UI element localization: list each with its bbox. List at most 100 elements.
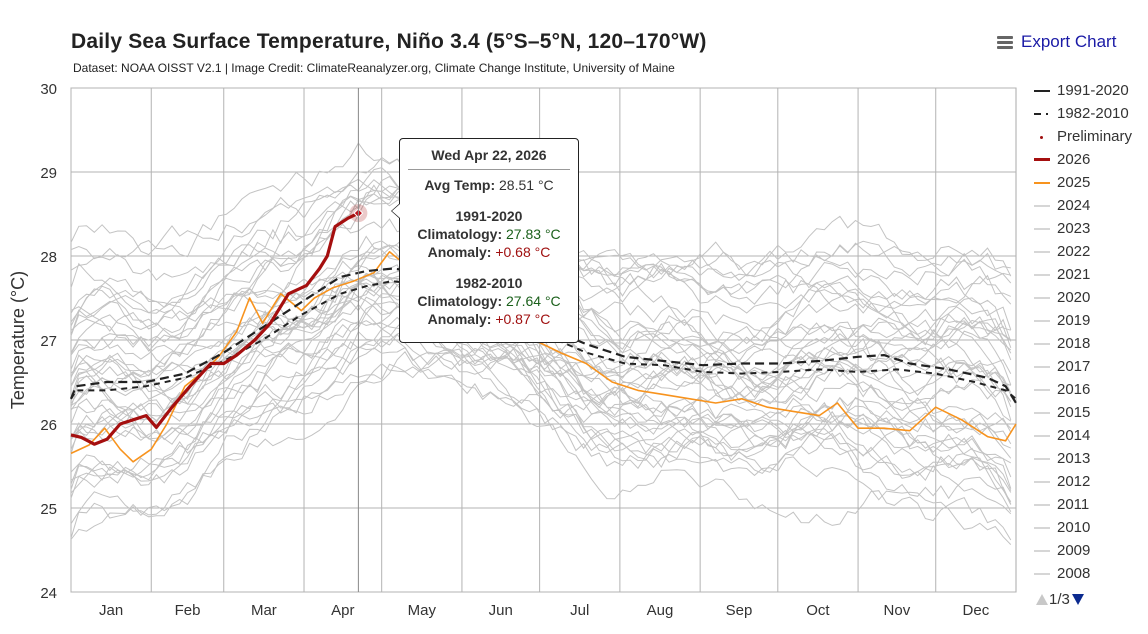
legend-page-indicator: 1/3 — [1049, 591, 1070, 608]
avg-temp-label: Avg Temp: — [424, 177, 496, 193]
x-tick-label: Sep — [726, 602, 753, 619]
year-line-1990 — [70, 296, 1012, 449]
legend-item-2019[interactable]: 2019 — [1034, 309, 1146, 332]
legend-label: 2015 — [1057, 404, 1091, 421]
x-tick-label: May — [408, 602, 437, 619]
y-axis-title: Temperature (°C) — [8, 271, 28, 409]
legend-pager: 1/3 — [1036, 591, 1084, 608]
year-line-1983 — [70, 240, 1012, 512]
clim2-value: 27.64 °C — [506, 293, 561, 309]
legend-item-2009[interactable]: 2009 — [1034, 539, 1146, 562]
legend-page-down-icon[interactable] — [1071, 594, 1084, 605]
legend-page-up-icon[interactable] — [1036, 594, 1048, 605]
legend-label: 2014 — [1057, 427, 1091, 444]
tooltip-pointer — [391, 203, 400, 219]
legend-symbol-icon — [1034, 569, 1050, 579]
clim1-row: Climatology: 27.83 °C — [400, 225, 578, 243]
legend-label: 2009 — [1057, 542, 1091, 559]
legend-label: 2016 — [1057, 381, 1091, 398]
legend-item-2011[interactable]: 2011 — [1034, 493, 1146, 516]
legend-item-2016[interactable]: 2016 — [1034, 378, 1146, 401]
legend-symbol-icon — [1034, 454, 1050, 464]
legend-item-2017[interactable]: 2017 — [1034, 355, 1146, 378]
legend-symbol-icon — [1034, 500, 1050, 510]
year-line-1984 — [70, 319, 1012, 539]
y-tick-label: 25 — [40, 501, 57, 518]
legend-label: 2018 — [1057, 335, 1091, 352]
x-tick-label: Oct — [806, 602, 830, 619]
y-tick-label: 29 — [40, 165, 57, 182]
legend-item-2023[interactable]: 2023 — [1034, 217, 1146, 240]
legend-item-preliminary[interactable]: Preliminary — [1034, 125, 1146, 148]
year-line-1987 — [70, 347, 1012, 545]
legend-label: 2010 — [1057, 519, 1091, 536]
legend-label: 2022 — [1057, 243, 1091, 260]
x-tick-label: Jul — [570, 602, 589, 619]
legend-item-2026[interactable]: 2026 — [1034, 148, 1146, 171]
clim1-title: 1991-2020 — [400, 207, 578, 225]
grid-lines — [70, 87, 1017, 593]
tooltip-date: Wed Apr 22, 2026 — [431, 147, 547, 163]
hamburger-menu-icon[interactable] — [997, 35, 1013, 49]
legend-symbol-icon — [1034, 155, 1050, 165]
legend-label: 1982-2010 — [1057, 105, 1129, 122]
clim2-title: 1982-2010 — [400, 274, 578, 292]
x-tick-label: Feb — [175, 602, 201, 619]
anom2-label: Anomaly: — [427, 311, 492, 327]
x-tick-label: Dec — [963, 602, 990, 619]
legend-item-1991-2020[interactable]: 1991-2020 — [1034, 79, 1146, 102]
legend-item-2008[interactable]: 2008 — [1034, 562, 1146, 585]
legend-symbol-icon — [1034, 270, 1050, 280]
anom1-row: Anomaly: +0.68 °C — [400, 243, 578, 261]
anom1-label: Anomaly: — [427, 244, 492, 260]
legend-label: 2023 — [1057, 220, 1091, 237]
x-tick-label: Apr — [331, 602, 354, 619]
legend-label: 2026 — [1057, 151, 1091, 168]
legend-symbol-icon — [1034, 546, 1050, 556]
legend-item-2021[interactable]: 2021 — [1034, 263, 1146, 286]
y-tick-label: 30 — [40, 81, 57, 98]
legend-label: 2008 — [1057, 565, 1091, 582]
chart-subtitle: Dataset: NOAA OISST V2.1 | Image Credit:… — [73, 61, 675, 75]
anom2-row: Anomaly: +0.87 °C — [400, 310, 578, 328]
legend-symbol-icon — [1034, 362, 1050, 372]
year-line-1985 — [70, 296, 1012, 445]
legend-symbol-icon — [1034, 178, 1050, 188]
legend-label: Preliminary — [1057, 128, 1133, 145]
legend-symbol-icon — [1034, 408, 1050, 418]
year-line-2015 — [70, 297, 1011, 540]
legend-item-1982-2010[interactable]: 1982-2010 — [1034, 102, 1146, 125]
export-chart-button[interactable]: Export Chart — [997, 32, 1116, 52]
x-tick-label: Aug — [647, 602, 674, 619]
legend-item-2024[interactable]: 2024 — [1034, 194, 1146, 217]
clim2-label: Climatology: — [417, 293, 503, 309]
clim1-label: Climatology: — [417, 226, 503, 242]
legend-symbol-icon — [1034, 109, 1050, 119]
legend-item-2020[interactable]: 2020 — [1034, 286, 1146, 309]
legend-item-2022[interactable]: 2022 — [1034, 240, 1146, 263]
legend-item-2014[interactable]: 2014 — [1034, 424, 1146, 447]
legend-symbol-icon — [1034, 247, 1050, 257]
avg-temp-value: 28.51 °C — [499, 177, 554, 193]
legend-label: 2025 — [1057, 174, 1091, 191]
legend-item-2010[interactable]: 2010 — [1034, 516, 1146, 539]
y-tick-label: 26 — [40, 417, 57, 434]
legend-symbol-icon — [1034, 477, 1050, 487]
legend: 1991-2020 1982-2010 Preliminary 2026 2025 202… — [1034, 79, 1146, 585]
legend-label: 2020 — [1057, 289, 1091, 306]
legend-item-2025[interactable]: 2025 — [1034, 171, 1146, 194]
legend-label: 2021 — [1057, 266, 1091, 283]
y-tick-label: 28 — [40, 249, 57, 266]
year-line-1996 — [70, 273, 1012, 485]
clim2-row: Climatology: 27.64 °C — [400, 292, 578, 310]
legend-symbol-icon — [1034, 224, 1050, 234]
legend-item-2018[interactable]: 2018 — [1034, 332, 1146, 355]
legend-item-2013[interactable]: 2013 — [1034, 447, 1146, 470]
export-chart-label[interactable]: Export Chart — [1021, 32, 1117, 51]
x-tick-label: Jan — [99, 602, 123, 619]
legend-label: 2017 — [1057, 358, 1091, 375]
legend-item-2012[interactable]: 2012 — [1034, 470, 1146, 493]
tooltip-divider — [408, 169, 570, 170]
legend-item-2015[interactable]: 2015 — [1034, 401, 1146, 424]
clim1-value: 27.83 °C — [506, 226, 561, 242]
